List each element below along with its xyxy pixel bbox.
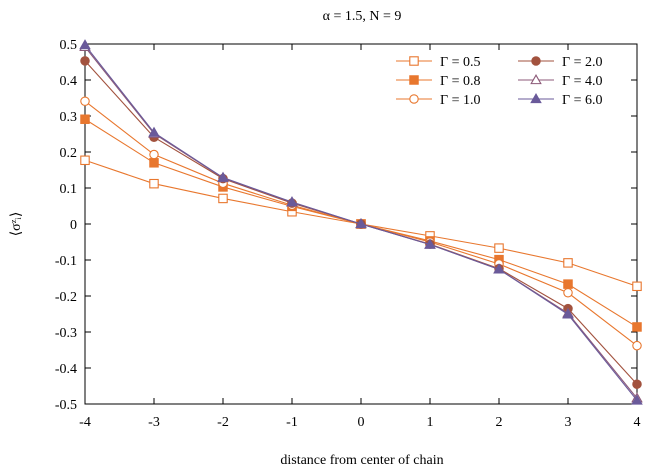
x-tick-label: 3 (565, 415, 572, 430)
y-tick-label: 0.3 (60, 110, 78, 125)
legend-marker (409, 75, 419, 85)
data-point (563, 288, 573, 298)
x-tick-label: -2 (217, 415, 229, 430)
data-point (563, 279, 573, 289)
legend-entry: Γ = 6.0 (518, 93, 603, 108)
data-point (149, 178, 159, 189)
legend-marker (409, 56, 419, 66)
legend-label: Γ = 0.5 (440, 55, 481, 70)
y-tick-label: 0.2 (60, 146, 78, 161)
legend-label: Γ = 1.0 (440, 93, 481, 108)
data-point (631, 394, 643, 405)
y-tick-label: 0 (70, 218, 77, 233)
data-point (79, 39, 91, 50)
data-point (80, 56, 90, 66)
legend-label: Γ = 6.0 (562, 93, 603, 108)
x-tick-label: -4 (79, 415, 91, 430)
data-point (217, 171, 229, 182)
data-point (632, 379, 642, 389)
data-point (632, 340, 642, 351)
x-axis-label: distance from center of chain (280, 453, 443, 468)
data-point (493, 263, 505, 274)
legend-marker (531, 56, 541, 66)
legend-label: Γ = 4.0 (562, 74, 603, 89)
legend-entry: Γ = 2.0 (518, 55, 603, 70)
data-point (80, 114, 90, 124)
y-tick-label: 0.5 (60, 38, 78, 53)
legend-entry: Γ = 0.8 (396, 74, 481, 89)
data-point (149, 149, 159, 160)
x-tick-label: -1 (286, 415, 298, 430)
series-layer (79, 39, 643, 405)
legend-entry: Γ = 4.0 (518, 74, 603, 89)
y-tick-label: -0.3 (55, 326, 77, 341)
data-point (632, 322, 642, 332)
y-axis-label: ⟨σᶻᵢ⟩ (9, 212, 24, 237)
y-tick-label: 0.1 (60, 182, 78, 197)
data-point (80, 96, 90, 106)
legend-marker (530, 93, 542, 104)
legend: Γ = 0.5 Γ = 0.8 Γ = 1.0 Γ = 2.0 Γ = 4.0 Γ = 6… (396, 55, 603, 108)
x-tick-label: 2 (496, 415, 503, 430)
legend-entry: Γ = 1.0 (396, 93, 481, 108)
y-tick-label: -0.2 (55, 290, 77, 305)
y-tick-label: 0.4 (60, 74, 78, 89)
legend-entry: Γ = 0.5 (396, 55, 481, 70)
data-point (148, 126, 160, 137)
chart-title: α = 1.5, N = 9 (323, 9, 402, 24)
data-point (494, 243, 504, 253)
legend-label: Γ = 2.0 (562, 55, 603, 70)
data-point (149, 158, 159, 168)
data-point (286, 196, 298, 207)
series-5 (79, 39, 643, 405)
data-point (632, 281, 642, 292)
x-tick-label: 1 (427, 415, 434, 430)
data-point (355, 218, 367, 229)
y-tick-label: -0.1 (55, 254, 77, 269)
x-tick-label: -3 (148, 415, 160, 430)
x-tick-label: 4 (634, 415, 641, 430)
x-axis-ticks: -4 -3 -2 -1 0 1 2 3 4 (79, 44, 641, 430)
data-point (218, 193, 228, 204)
legend-label: Γ = 0.8 (440, 74, 481, 89)
data-point (424, 238, 436, 249)
y-tick-label: -0.4 (55, 362, 77, 377)
data-point (562, 308, 574, 319)
y-tick-label: -0.5 (55, 398, 77, 413)
data-point (80, 155, 90, 166)
legend-marker (409, 94, 419, 104)
x-tick-label: 0 (358, 415, 365, 430)
y-axis-ticks: -0.5 -0.4 -0.3 -0.2 -0.1 0 0.1 0.2 0.3 0.4 0.5 (55, 38, 637, 413)
legend-marker (530, 74, 542, 85)
data-point (563, 258, 573, 268)
